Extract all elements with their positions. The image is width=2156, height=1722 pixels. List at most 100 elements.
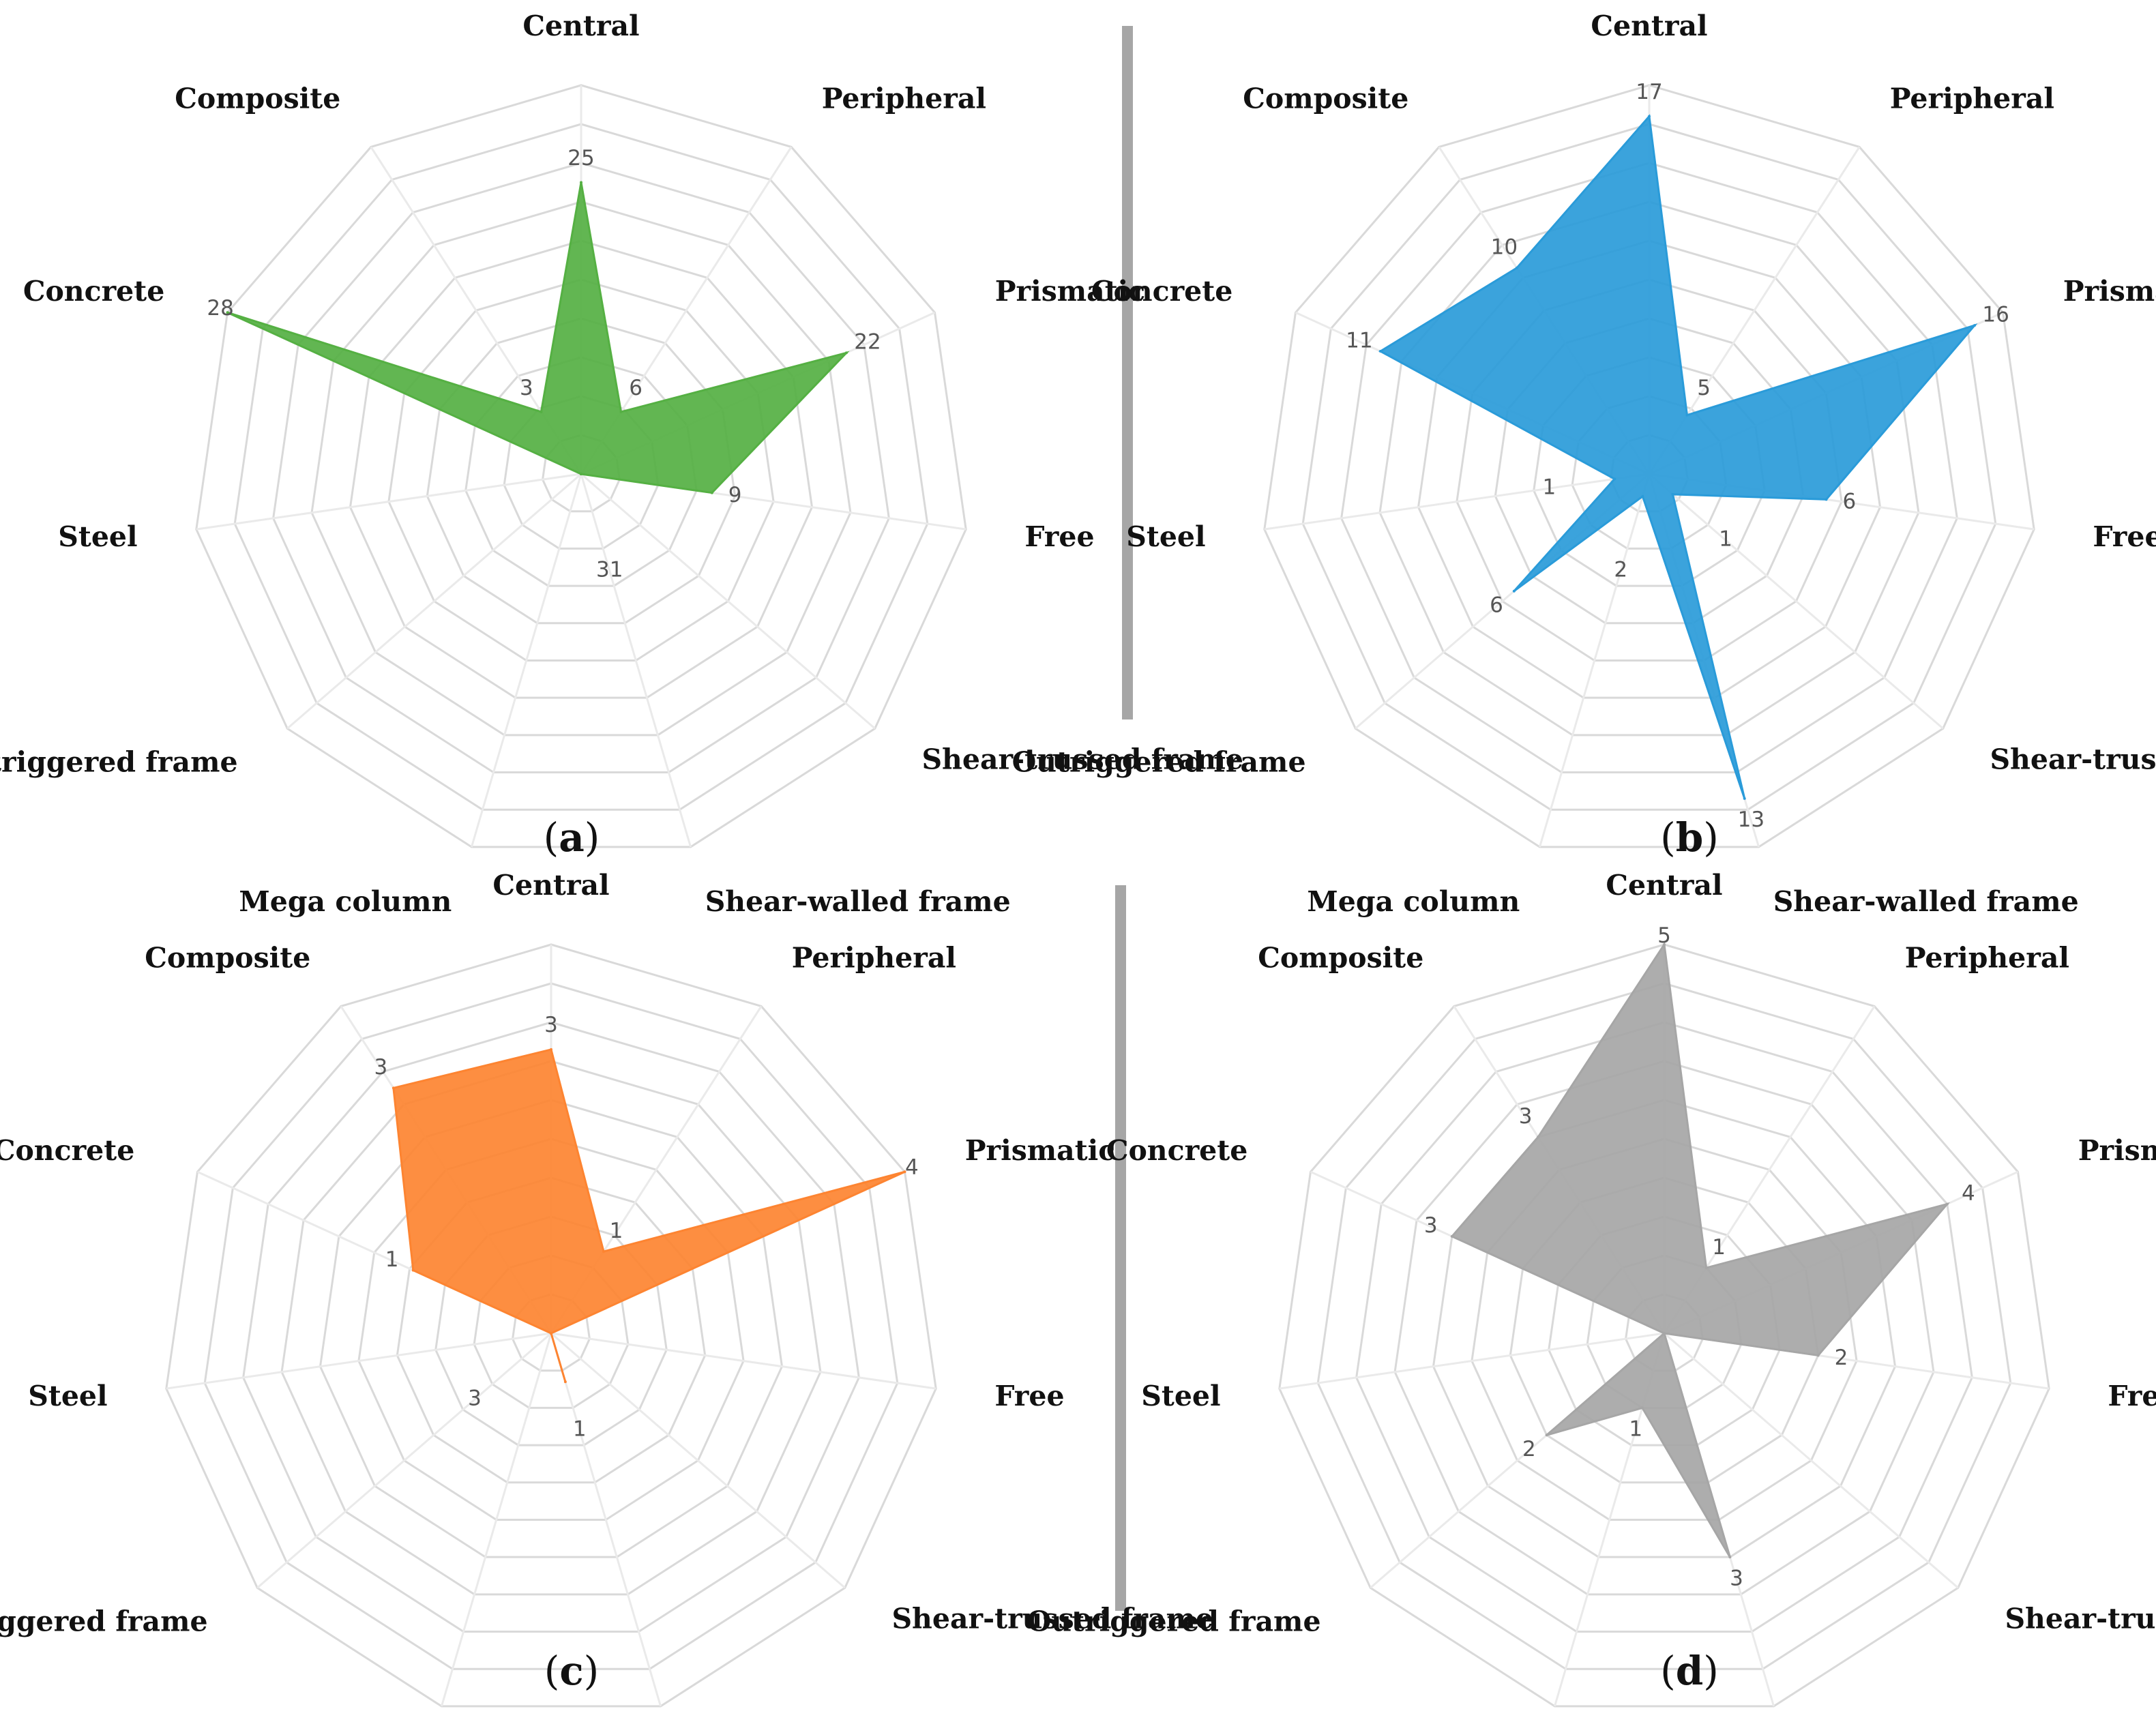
axis-label: Free [1024,520,1094,553]
data-label: 2 [1614,558,1627,582]
grid-ring [1263,84,2035,848]
data-label: 16 [1982,302,2009,327]
grid-spoke [256,1332,552,1589]
data-label: 6 [1843,490,1857,514]
data-label: 1 [573,1417,587,1442]
data-point [226,311,229,314]
data-point [1450,1234,1453,1238]
axis-label: Outriggered frame [0,1605,208,1637]
data-label: 17 [1636,80,1662,104]
data-point [550,1332,552,1335]
data-point [540,410,543,413]
grid-spoke [1279,1332,1665,1390]
data-point [1973,324,1977,327]
data-label: 1 [1629,1417,1642,1442]
grid-spoke [550,1332,936,1390]
data-point [602,1250,606,1253]
data-label: 10 [1491,235,1518,260]
data-label: 3 [520,376,533,400]
data-point [411,1268,415,1272]
grid-ring [1340,162,1958,774]
data-label: 11 [1346,328,1372,353]
axis-label: Steel [58,520,137,553]
data-point [1648,115,1651,118]
data-label: 5 [1697,376,1711,400]
axis-label: Peripheral [1905,941,2069,974]
data-point [1816,1354,1820,1357]
axis-label: Steel [1126,520,1205,553]
data-point [1378,350,1382,353]
axis-labels: Central Peripheral Prismatic Free Shear-trus… [0,10,1243,918]
grid-ring [280,1060,822,1596]
grid-ring [1316,982,2012,1670]
panel-label: (b) [1660,814,1719,861]
grid-ring [310,201,852,737]
grid-ring [349,239,814,699]
grid-spoke [196,473,582,531]
axis-label: Outriggered frame [0,745,238,778]
data-label: 1 [1542,475,1556,500]
axis-label: Peripheral [822,82,986,115]
grid-spoke [286,473,582,730]
data-label: 25 [567,146,594,170]
grid-ring [203,982,899,1670]
data-label: 5 [1657,923,1671,948]
axis-label: Shear-trussed frame [891,1602,1213,1635]
grid-ring [165,943,937,1708]
data-label: 3 [1730,1566,1743,1590]
data-point [1641,494,1644,498]
axis-label: Central [1591,10,1707,42]
axis-label: Concrete [1091,275,1232,308]
axis-label: Peripheral [792,941,956,974]
axis-label: Composite [1258,941,1423,974]
axis-label: Free [2108,1380,2156,1412]
panel-label: (a) [544,814,600,861]
axis-label: Mega column [1307,885,1520,918]
data-point [1663,943,1666,946]
data-label: 3 [544,1013,558,1037]
radar-series [1450,941,1951,1559]
axis-label: Prismatic [2063,275,2156,308]
series-area [1378,114,1978,799]
axis-label: Composite [175,82,340,115]
data-label: 4 [905,1155,919,1180]
data-label: 13 [1738,807,1764,832]
axis-label: Shear-walled frame [705,885,1011,918]
axis-label: Free [994,1380,1064,1412]
data-label: 3 [1424,1213,1438,1238]
grid-spoke [1649,473,1944,730]
data-label: 31 [596,558,623,582]
data-point [1613,477,1616,481]
data-point [580,473,582,475]
data-label: 9 [728,483,742,507]
axis-label: Central [492,869,609,902]
grid-spoke [166,1332,552,1390]
axis-label: Concrete [23,275,164,308]
series-area [1450,941,1951,1558]
axis-label: Composite [145,941,310,974]
radar-series [226,181,850,494]
data-point [1545,1434,1548,1437]
axis-label: Composite [1243,82,1408,115]
axis-label: Steel [28,1380,107,1412]
radar-panel-c: 3 1 4 1 3 1 3 Central Peripheral Prismatic Free Sh… [0,869,1213,1708]
axis-label: Steel [1141,1380,1220,1412]
data-point [903,1170,906,1174]
axis-label: Mega column [239,885,452,918]
grid-spoke [1664,1332,1959,1589]
data-label: 4 [1962,1181,1975,1206]
data-label: 2 [1522,1437,1536,1461]
axis-label: Shear-trussed frame [1990,743,2156,775]
radar-panel-a: 25 6 22 9 31 28 3 Central Peripheral Prismatic Fr… [0,10,1243,918]
grid-ring [1393,1060,1935,1596]
axis-label: Concrete [1106,1134,1247,1167]
grid-ring [233,123,929,811]
grid-spoke [550,1333,662,1707]
data-point [1728,1556,1732,1559]
data-point [1704,1266,1708,1270]
value-labels: 5 1 4 2 3 1 2 3 3 [1424,923,1975,1590]
axis-label: Outriggered frame [1027,1605,1321,1637]
grid-ring [195,84,967,848]
